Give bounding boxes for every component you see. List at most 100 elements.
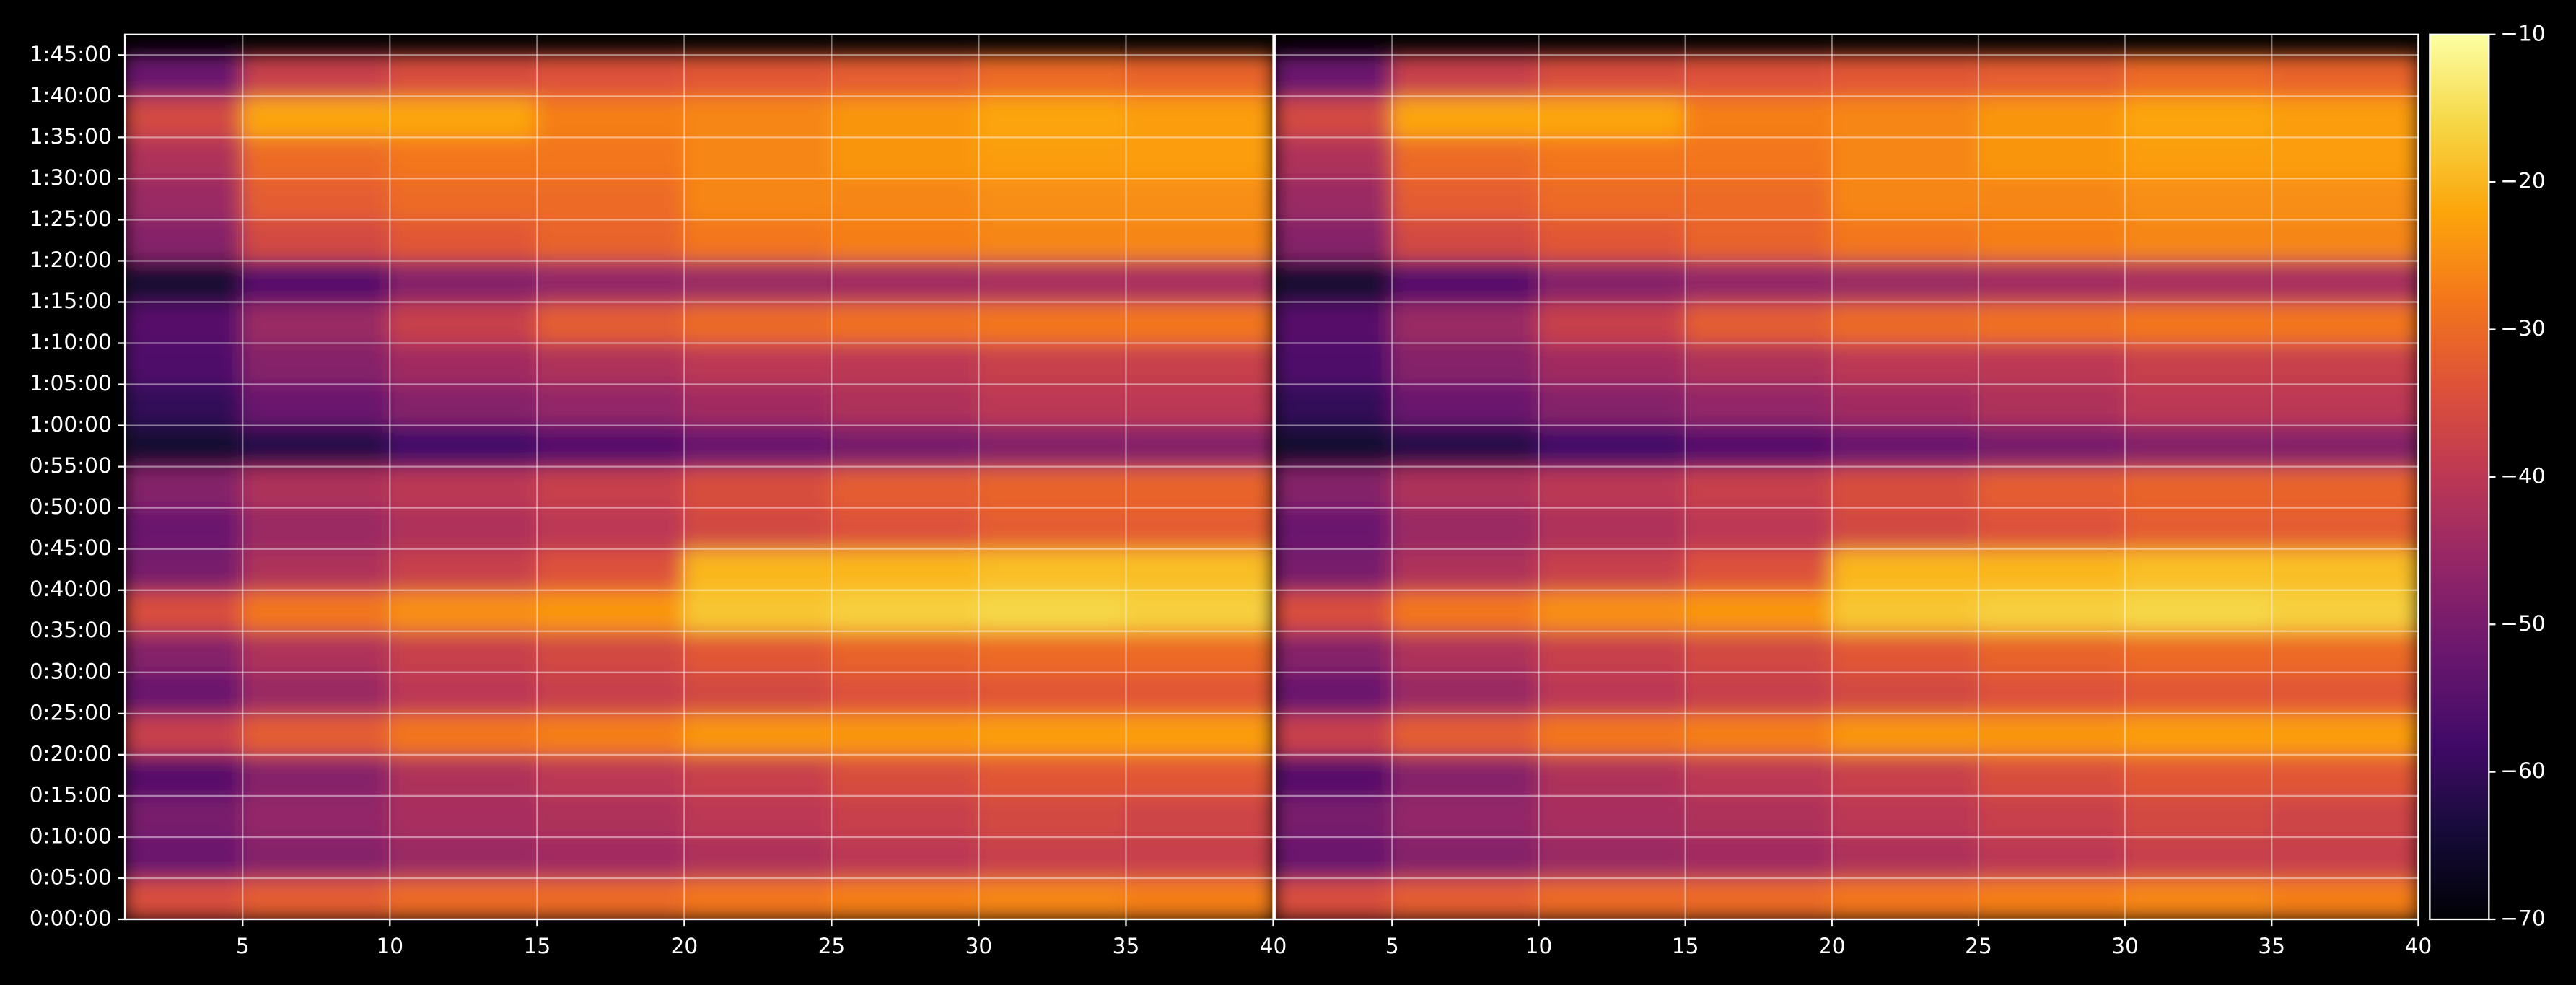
heatmap-cell xyxy=(1274,383,1394,426)
heatmap-cell xyxy=(1976,753,2127,797)
heatmap-cell xyxy=(2269,219,2419,262)
heatmap-cell xyxy=(1390,836,1541,880)
heatmap-cell xyxy=(1124,465,1274,509)
heatmap-cell xyxy=(977,712,1128,756)
heatmap-cell xyxy=(2123,219,2274,262)
heatmap-cell xyxy=(1390,671,1541,714)
heatmap-cell xyxy=(830,54,981,97)
x-tick-label: 30 xyxy=(2111,934,2139,958)
heatmap-cell xyxy=(1976,136,2127,180)
heatmap-cell xyxy=(1830,260,1981,303)
heatmap-cell xyxy=(388,794,539,839)
heatmap-cell xyxy=(535,301,686,344)
x-tick-label: 30 xyxy=(965,934,993,958)
heatmap-cell xyxy=(535,342,686,385)
heatmap-cell xyxy=(1683,54,1834,97)
heatmap-cell xyxy=(977,424,1128,468)
y-tick-label: 0:10:00 xyxy=(30,823,112,848)
heatmap-cell xyxy=(683,95,833,139)
heatmap-cell xyxy=(125,260,245,303)
heatmap-cell xyxy=(1976,630,2127,673)
x-tick-label: 5 xyxy=(1385,934,1399,958)
heatmap-cell xyxy=(240,671,392,714)
heatmap-cell xyxy=(1390,630,1541,673)
heatmap-cell xyxy=(1124,301,1274,344)
heatmap-cell xyxy=(683,136,833,180)
heatmap-cell xyxy=(1274,342,1394,385)
heatmap-cell xyxy=(977,342,1128,385)
heatmap-body xyxy=(1274,54,2419,919)
heatmap-cell xyxy=(683,383,833,426)
heatmap-cell xyxy=(1683,178,1834,221)
heatmap-cell xyxy=(1390,301,1541,344)
heatmap-cell xyxy=(1830,54,1981,97)
heatmap-cell xyxy=(683,794,833,839)
heatmap-cell xyxy=(1537,54,1687,97)
heatmap-cell xyxy=(1976,877,2127,919)
heatmap-cell xyxy=(977,794,1128,839)
heatmap-cell xyxy=(1683,342,1834,385)
y-tick-label: 1:25:00 xyxy=(30,206,112,231)
heatmap-cell xyxy=(830,465,981,509)
heatmap-cell xyxy=(1830,836,1981,880)
heatmap-cell xyxy=(1683,260,1834,303)
heatmap-cell xyxy=(977,548,1128,591)
heatmap-cell xyxy=(1683,465,1834,509)
heatmap-cell xyxy=(535,260,686,303)
heatmap-cell xyxy=(1390,424,1541,468)
colorbar-tick-label: −60 xyxy=(2500,758,2545,783)
heatmap-cell xyxy=(683,178,833,221)
heatmap-cell xyxy=(240,95,392,139)
heatmap-cell xyxy=(1537,178,1687,221)
heatmap-cell xyxy=(977,877,1128,919)
heatmap-cell xyxy=(1274,630,1394,673)
heatmap-cell xyxy=(1976,260,2127,303)
heatmap-cell xyxy=(830,630,981,673)
heatmap-cell xyxy=(2123,136,2274,180)
heatmap-cell xyxy=(2123,753,2274,797)
heatmap-cell xyxy=(1274,753,1394,797)
heatmap-cell xyxy=(1124,507,1274,550)
heatmap-cell xyxy=(977,136,1128,180)
heatmap-cell xyxy=(2269,589,2419,632)
heatmap-cell xyxy=(1124,877,1274,919)
heatmap-cell xyxy=(1274,301,1394,344)
heatmap-cell xyxy=(1274,260,1394,303)
heatmap-cell xyxy=(388,260,539,303)
heatmap-cell xyxy=(830,836,981,880)
heatmap-cell xyxy=(1537,465,1687,509)
heatmap-cell xyxy=(1274,136,1394,180)
heatmap-cell xyxy=(240,136,392,180)
heatmap-cell xyxy=(683,54,833,97)
heatmap-cell xyxy=(125,712,245,756)
heatmap-cell xyxy=(683,753,833,797)
y-tick-label: 0:05:00 xyxy=(30,864,112,889)
heatmap-cell xyxy=(830,877,981,919)
heatmap-cell xyxy=(1830,465,1981,509)
heatmap-cell xyxy=(1830,877,1981,919)
heatmap-cell xyxy=(2269,95,2419,139)
heatmap-cell xyxy=(2123,794,2274,839)
heatmap-cell xyxy=(2269,260,2419,303)
heatmap-cell xyxy=(830,548,981,591)
heatmap-cell xyxy=(1124,178,1274,221)
heatmap-cell xyxy=(1274,794,1394,839)
heatmap-cell xyxy=(240,342,392,385)
heatmap-cell xyxy=(1390,95,1541,139)
y-tick-label: 1:10:00 xyxy=(30,330,112,354)
heatmap-cell xyxy=(977,630,1128,673)
x-tick-label: 5 xyxy=(236,934,250,958)
heatmap-cell xyxy=(1830,712,1981,756)
heatmap-cell xyxy=(535,136,686,180)
heatmap-cell xyxy=(1390,794,1541,839)
heatmap-cell xyxy=(388,383,539,426)
heatmap-cell xyxy=(1537,877,1687,919)
heatmap-cell xyxy=(125,548,245,591)
heatmap-cell xyxy=(1124,753,1274,797)
heatmap-cell xyxy=(2269,383,2419,426)
heatmap-cell xyxy=(1683,712,1834,756)
heatmap-cell xyxy=(1390,877,1541,919)
heatmap-cell xyxy=(388,712,539,756)
heatmap-cell xyxy=(388,424,539,468)
y-tick-label: 1:35:00 xyxy=(30,124,112,149)
